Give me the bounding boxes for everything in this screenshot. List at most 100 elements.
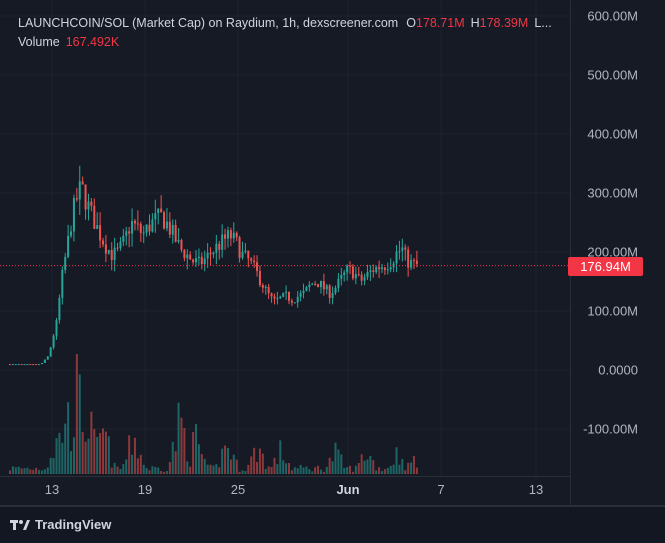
volume-bar: [64, 423, 67, 474]
candle-body: [23, 364, 26, 366]
candle-body: [398, 250, 401, 252]
volume-bar: [293, 467, 296, 474]
candle-body: [87, 201, 90, 210]
volume-bar: [392, 464, 395, 474]
candle-body: [180, 239, 183, 250]
candle-body: [276, 298, 279, 300]
candle-body: [142, 232, 145, 234]
volume-bar: [412, 456, 415, 474]
volume-bar: [131, 454, 134, 474]
volume-label[interactable]: Volume: [18, 35, 60, 49]
volume-bar: [337, 449, 340, 474]
tradingview-logo[interactable]: TradingView: [10, 517, 111, 532]
volume-bar: [206, 464, 209, 474]
volume-bar: [212, 465, 215, 474]
volume-bar: [67, 402, 70, 474]
candle-body: [363, 277, 366, 281]
volume-bar: [241, 470, 244, 474]
candle-body: [282, 292, 285, 297]
candle-body: [49, 347, 52, 357]
candle-body: [221, 234, 224, 250]
volume-bar: [81, 432, 84, 474]
volume-bar: [375, 470, 378, 474]
volume-bar: [349, 465, 352, 474]
volume-bar: [369, 456, 372, 474]
candle-body: [38, 364, 41, 366]
volume-bar: [285, 463, 288, 474]
volume-bar: [288, 463, 290, 474]
volume-bar: [139, 454, 142, 474]
volume-bar: [142, 464, 145, 474]
volume-bar: [302, 467, 305, 474]
volume-bar: [308, 469, 311, 474]
candle-body: [90, 201, 93, 206]
candle-body: [133, 220, 136, 224]
x-tick-label: 7: [437, 482, 445, 497]
y-tick-label: 500.00M: [587, 67, 638, 83]
candle-body: [102, 240, 104, 245]
candle-body: [78, 181, 81, 200]
candle-body: [343, 272, 346, 276]
volume-bar: [221, 448, 224, 474]
chart-plot-area[interactable]: [0, 0, 665, 506]
legend-more: L...: [534, 16, 552, 30]
candle-body: [195, 258, 197, 263]
volume-bar: [43, 469, 46, 474]
volume-bar: [171, 441, 174, 474]
volume-bar: [163, 471, 166, 474]
volume-bar: [250, 456, 253, 474]
y-tick-label: 200.00M: [587, 244, 638, 260]
volume-bar: [180, 417, 183, 474]
volume-bar: [52, 458, 55, 474]
volume-bar: [9, 470, 11, 474]
symbol-title[interactable]: LAUNCHCOIN/SOL (Market Cap) on Raydium, …: [18, 16, 399, 30]
volume-bar: [200, 454, 203, 474]
volume-bar: [49, 457, 52, 474]
volume-bar: [122, 464, 125, 474]
candle-body: [113, 247, 116, 261]
candle-body: [407, 249, 410, 268]
volume-bar: [165, 470, 168, 474]
volume-bar: [186, 461, 189, 474]
candle-body: [128, 231, 131, 234]
volume-bar: [273, 457, 276, 474]
volume-bar: [410, 462, 413, 474]
volume-bar: [157, 467, 160, 474]
candle-body: [139, 223, 142, 233]
candle-body: [20, 364, 23, 366]
candle-body: [110, 250, 113, 261]
volume-bar: [148, 470, 151, 474]
volume-bar: [383, 469, 386, 474]
volume-bar: [238, 471, 241, 474]
candle-body: [247, 250, 250, 259]
candle-body: [293, 302, 296, 304]
candle-body: [84, 184, 87, 210]
volume-bar: [38, 469, 41, 474]
volume-bar: [407, 462, 410, 474]
volume-bar: [209, 464, 212, 474]
candle-body: [346, 265, 349, 273]
candle-body: [189, 254, 192, 260]
candle-body: [70, 231, 73, 236]
candle-body: [334, 287, 337, 293]
candle-body: [157, 208, 160, 214]
candle-body: [145, 224, 148, 233]
candle-body: [290, 300, 293, 303]
candle-body: [125, 231, 128, 236]
candle-body: [14, 364, 17, 366]
volume-bar: [346, 467, 349, 474]
volume-bar: [116, 466, 119, 474]
x-tick-label: 13: [528, 482, 544, 497]
candle-body: [174, 224, 177, 242]
volume-bar: [264, 468, 267, 474]
candle-body: [11, 364, 14, 366]
candle-body: [308, 284, 311, 288]
volume-bar: [276, 464, 279, 474]
volume-bar: [26, 467, 29, 474]
candle-body: [29, 364, 32, 366]
candle-body: [165, 221, 168, 229]
candle-body: [212, 252, 215, 255]
last-price-badge: 176.94M: [568, 257, 643, 276]
volume-bar: [133, 437, 136, 474]
volume-bar: [84, 441, 87, 474]
